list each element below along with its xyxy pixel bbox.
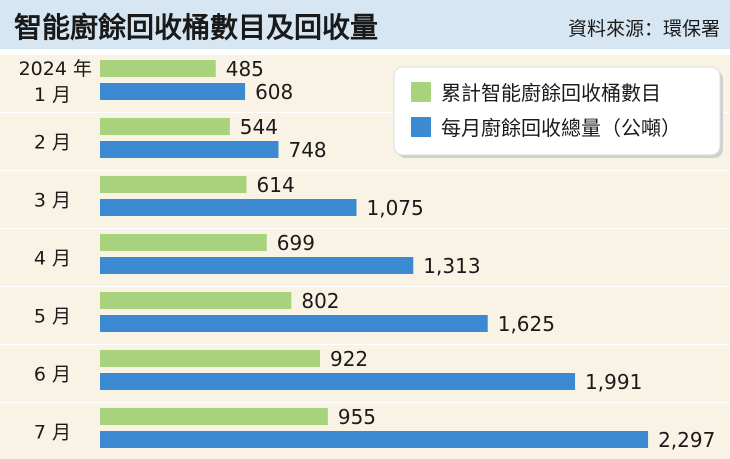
month-label: 4 月: [34, 248, 71, 270]
bin-count-bar: [100, 176, 247, 193]
month-label: 7 月: [34, 422, 71, 444]
month-label: 5 月: [34, 306, 71, 328]
recycled-tonnage-bar: [100, 141, 279, 158]
bin-count-bar: [100, 234, 267, 251]
bin-count-bar: [100, 292, 292, 309]
recycled-tonnage-bar: [100, 257, 414, 274]
legend-label: 每月廚餘回收總量（公噸）: [441, 116, 681, 140]
title-band: [0, 0, 730, 49]
legend-swatch: [411, 117, 431, 137]
month-label: 2 月: [34, 132, 71, 154]
month-label: 6 月: [34, 364, 71, 386]
year-label: 2024 年: [19, 58, 92, 80]
recycled-tonnage-label: 1,991: [585, 370, 642, 394]
legend-label: 累計智能廚餘回收桶數目: [441, 81, 661, 105]
recycled-tonnage-bar: [100, 199, 357, 216]
chart-title: 智能廚餘回收桶數目及回收量: [14, 11, 378, 44]
recycled-tonnage-bar: [100, 83, 246, 100]
bin-count-bar: [100, 60, 216, 77]
bin-count-label: 922: [330, 347, 368, 371]
bin-count-label: 955: [338, 405, 376, 429]
month-label: 3 月: [34, 190, 71, 212]
bin-count-label: 699: [277, 231, 315, 255]
recycled-tonnage-bar: [100, 431, 649, 448]
month-label: 1 月: [34, 84, 71, 106]
bin-count-bar: [100, 350, 320, 367]
recycled-tonnage-label: 1,625: [498, 312, 555, 336]
bin-count-label: 614: [257, 173, 295, 197]
chart-rows: 2024 年 1 月 2 月 3 月 4 月 5 月 6 月 7 月: [0, 55, 730, 459]
recycled-tonnage-label: 1,313: [423, 254, 480, 278]
source-text: 資料來源：環保署: [568, 18, 720, 40]
recycled-tonnage-label: 1,075: [366, 196, 423, 220]
bin-count-bar: [100, 408, 328, 425]
bin-count-label: 802: [301, 289, 339, 313]
legend-box: [393, 66, 721, 156]
bin-count-label: 485: [226, 57, 264, 81]
bin-count-label: 544: [240, 115, 278, 139]
recycled-tonnage-bar: [100, 315, 488, 332]
legend-swatch: [411, 82, 431, 102]
recycled-tonnage-bar: [100, 373, 576, 390]
recycled-tonnage-label: 608: [255, 80, 293, 104]
bin-count-bar: [100, 118, 230, 135]
recycled-tonnage-label: 748: [288, 138, 326, 162]
recycled-tonnage-label: 2,297: [658, 428, 715, 452]
